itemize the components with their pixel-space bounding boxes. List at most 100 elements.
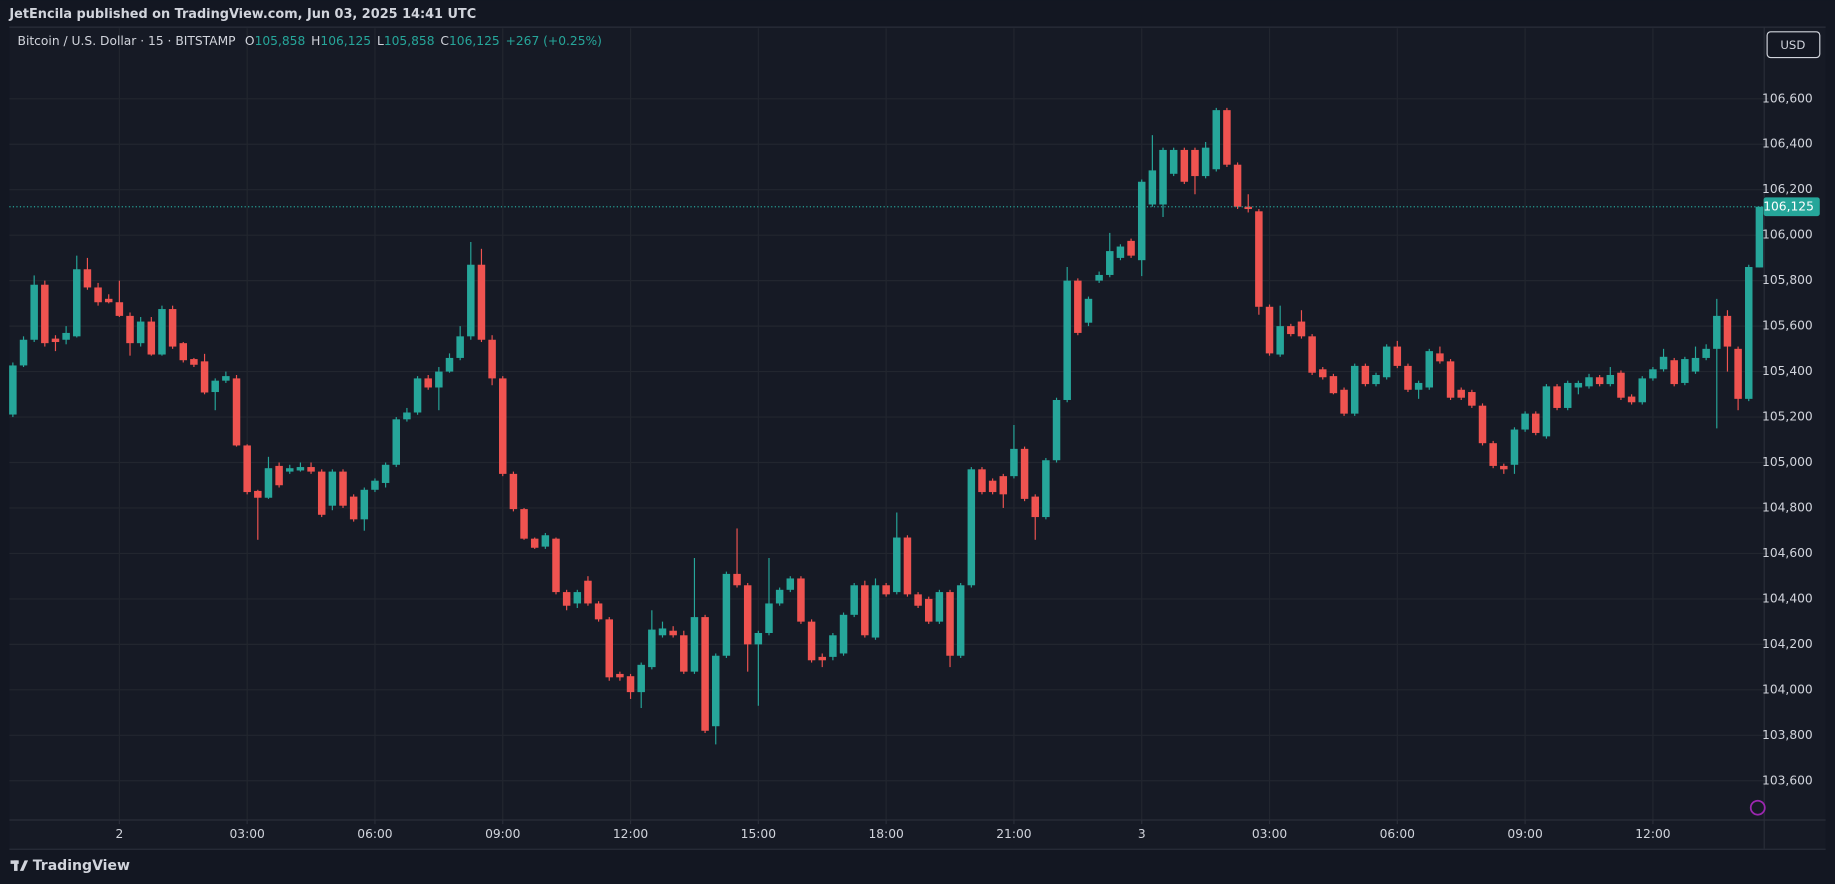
candle-body — [1287, 326, 1295, 335]
candle-body — [1659, 356, 1668, 370]
candle-body — [637, 664, 645, 693]
candle-body — [62, 332, 70, 340]
ohlc-key: C — [440, 34, 449, 48]
candle-body — [222, 376, 230, 381]
candle-body — [1617, 372, 1625, 398]
candle-body — [1627, 396, 1636, 403]
candle-body — [371, 480, 379, 490]
ohlc-key: O — [245, 34, 255, 48]
candle-body — [1553, 386, 1561, 408]
candle-body — [1191, 149, 1199, 177]
x-tick-label: 03:00 — [1252, 827, 1287, 841]
candle-body — [893, 537, 901, 593]
candle-body — [978, 469, 986, 493]
candle-body — [1212, 110, 1221, 170]
y-tick-label: 104,000 — [1762, 682, 1813, 696]
candle-body — [104, 298, 113, 303]
candle-body — [967, 469, 976, 586]
candle-body — [307, 467, 315, 472]
candle-body — [1734, 348, 1742, 399]
candle-body — [530, 538, 539, 548]
candle-body — [1457, 389, 1465, 398]
candle-body — [775, 589, 784, 604]
candle-body — [51, 338, 60, 343]
candle-body — [1329, 376, 1338, 394]
candle-body — [456, 336, 464, 358]
candle-body — [211, 380, 219, 393]
candle-body — [477, 264, 486, 340]
candle-body — [999, 476, 1008, 495]
candle-body — [1585, 377, 1593, 387]
y-tick-label: 105,000 — [1762, 455, 1813, 469]
candle-body — [328, 471, 337, 506]
candle-body — [584, 580, 592, 604]
y-tick-label: 103,800 — [1762, 728, 1813, 742]
candle-body — [83, 269, 92, 288]
publisher-line: JetEncila published on TradingView.com, … — [8, 7, 476, 22]
candle-body — [1532, 413, 1540, 433]
candle-body — [381, 464, 390, 483]
candle-body — [403, 412, 411, 420]
ohlc-value: 106,125 — [320, 34, 371, 48]
y-tick-label: 106,600 — [1762, 91, 1813, 105]
candle-body — [147, 321, 156, 355]
candle-body — [1638, 378, 1646, 403]
candle-body — [1180, 149, 1189, 182]
assistant-icon[interactable] — [1749, 799, 1766, 816]
candle-body — [1436, 353, 1444, 362]
candle-body — [1681, 359, 1689, 383]
candle-body — [1148, 170, 1157, 205]
y-tick-label: 106,200 — [1762, 182, 1813, 196]
candle-body — [658, 628, 667, 636]
brand-logo — [10, 860, 29, 871]
currency-label[interactable]: USD — [1780, 38, 1805, 52]
x-tick-label: 09:00 — [1507, 827, 1542, 841]
candle-body — [1393, 346, 1402, 366]
y-tick-label: 105,200 — [1762, 410, 1813, 424]
x-tick-label: 2 — [115, 827, 123, 841]
candle-body — [1574, 382, 1583, 388]
y-tick-label: 106,400 — [1762, 137, 1813, 151]
y-tick-label: 105,600 — [1762, 319, 1813, 333]
candle-body — [1489, 443, 1497, 466]
candle-body — [1361, 365, 1370, 385]
ohlc-key: L — [377, 34, 384, 48]
candle-body — [1755, 206, 1764, 268]
candle-body — [818, 656, 826, 661]
candle-body — [573, 592, 582, 604]
candle-body — [136, 321, 145, 344]
candle-body — [1319, 369, 1327, 378]
candle-body — [179, 343, 188, 361]
candle-body — [1265, 306, 1274, 354]
candle-body — [339, 471, 347, 506]
candle-body — [1052, 399, 1061, 461]
candle-body — [786, 578, 795, 590]
candle-body — [722, 573, 731, 656]
candle-body — [1468, 392, 1476, 406]
candle-body — [158, 309, 166, 355]
candle-body — [115, 302, 124, 316]
candle-body — [882, 585, 890, 595]
candle-body — [9, 365, 17, 415]
y-tick-label: 104,600 — [1762, 546, 1813, 560]
candle-body — [1670, 360, 1678, 385]
symbol-name: Bitcoin / U.S. Dollar · 15 · BITSTAMP — [18, 34, 236, 48]
candle-body — [711, 655, 720, 727]
candle-body — [73, 269, 81, 337]
x-tick-label: 06:00 — [1380, 827, 1415, 841]
grid-layer — [9, 28, 1764, 820]
candle-body — [1425, 351, 1434, 388]
candle-body — [509, 473, 518, 510]
x-tick-label: 09:00 — [485, 827, 520, 841]
candle-body — [254, 490, 262, 498]
candle-body — [296, 467, 305, 471]
candle-body — [424, 378, 432, 388]
candle-body — [275, 465, 283, 486]
candle-body — [701, 617, 709, 731]
candle-body — [1095, 274, 1103, 281]
candle-body — [1233, 164, 1242, 207]
currency-button[interactable] — [1766, 31, 1821, 59]
y-tick-label: 104,200 — [1762, 637, 1813, 651]
candle-body — [733, 573, 741, 586]
candle-body — [19, 339, 28, 366]
